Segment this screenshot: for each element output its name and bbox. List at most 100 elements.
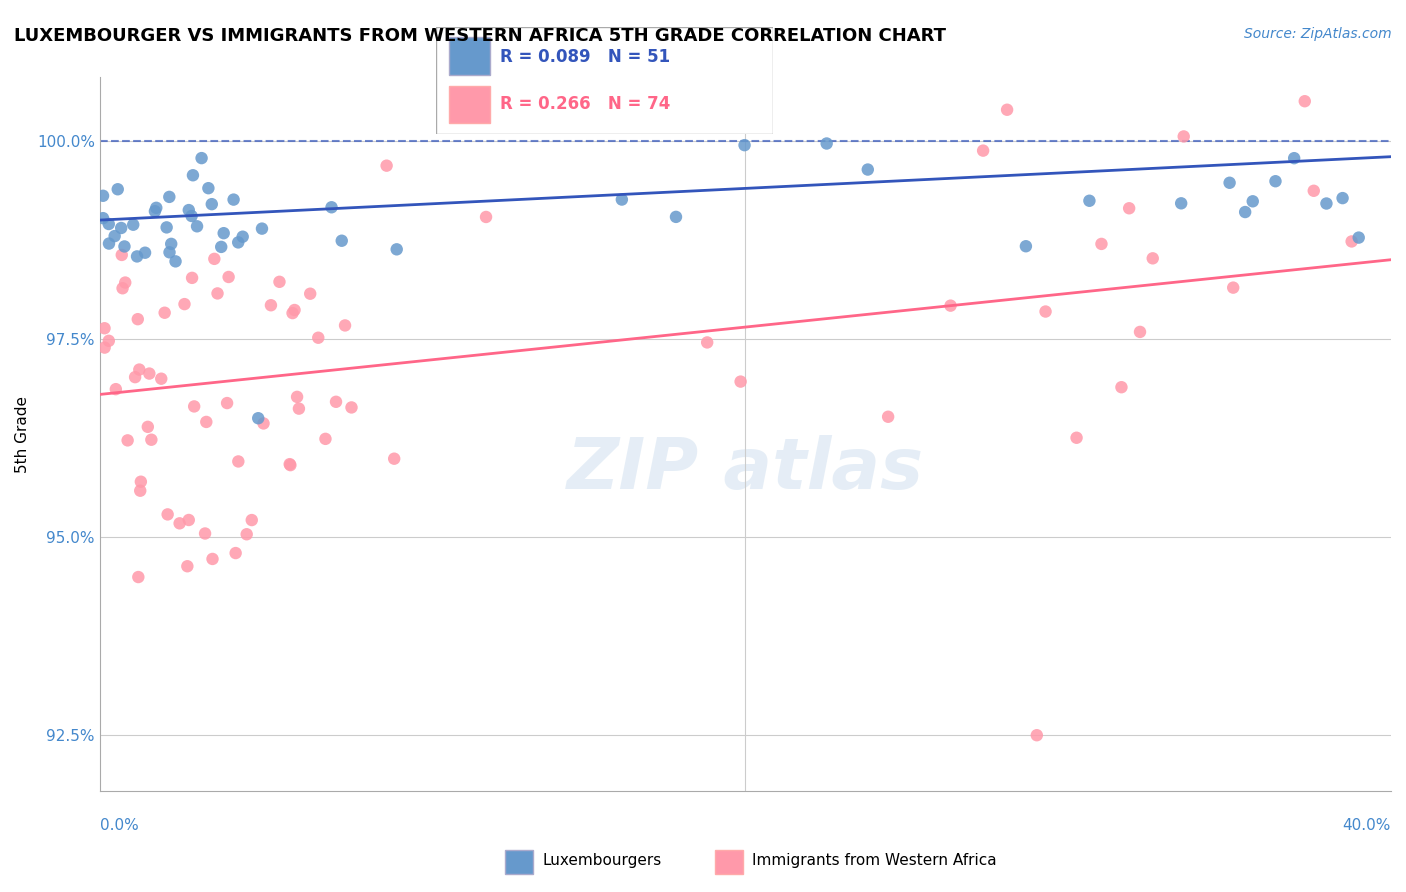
Point <box>283 303 305 318</box>
Point <box>333 318 356 333</box>
Point <box>260 298 283 312</box>
Point <box>93 321 115 335</box>
Point <box>856 162 879 177</box>
Point <box>159 245 181 260</box>
Point <box>104 382 127 396</box>
Point <box>939 299 962 313</box>
Point <box>281 306 304 320</box>
Text: 40.0%: 40.0% <box>1343 819 1391 833</box>
Point <box>280 458 302 472</box>
Point <box>145 201 167 215</box>
Point <box>114 276 136 290</box>
Point <box>111 248 134 262</box>
Text: LUXEMBOURGER VS IMMIGRANTS FROM WESTERN AFRICA 5TH GRADE CORRELATION CHART: LUXEMBOURGER VS IMMIGRANTS FROM WESTERN … <box>14 27 946 45</box>
Point <box>1340 235 1362 249</box>
Point <box>240 513 263 527</box>
Point <box>1264 174 1286 188</box>
Point <box>201 197 224 211</box>
Text: 0.0%: 0.0% <box>100 819 139 833</box>
Point <box>197 181 219 195</box>
Point <box>1347 230 1369 244</box>
Point <box>138 367 160 381</box>
Point <box>1170 196 1192 211</box>
Point <box>1015 239 1038 253</box>
Point <box>124 370 146 384</box>
Point <box>321 200 343 214</box>
Point <box>228 454 250 468</box>
Point <box>93 341 115 355</box>
Point <box>247 411 270 425</box>
Point <box>314 432 336 446</box>
Point <box>269 275 291 289</box>
Point <box>122 218 145 232</box>
Point <box>1129 325 1152 339</box>
Point <box>1066 431 1088 445</box>
Point <box>217 396 239 410</box>
Point <box>225 546 247 560</box>
Point <box>340 401 363 415</box>
Point <box>232 229 254 244</box>
Point <box>815 136 838 151</box>
Point <box>235 527 257 541</box>
Point <box>696 335 718 350</box>
Point <box>1282 151 1305 165</box>
Point <box>212 226 235 240</box>
Point <box>1234 205 1257 219</box>
Text: ZIP atlas: ZIP atlas <box>567 435 924 504</box>
Point <box>181 271 204 285</box>
Point <box>110 221 132 235</box>
FancyBboxPatch shape <box>716 849 744 874</box>
Point <box>141 433 163 447</box>
Point <box>156 220 179 235</box>
Point <box>285 390 308 404</box>
Point <box>180 209 202 223</box>
Point <box>143 204 166 219</box>
Point <box>385 243 408 257</box>
Point <box>104 229 127 244</box>
Point <box>173 297 195 311</box>
Point <box>186 219 208 234</box>
Point <box>299 286 322 301</box>
Point <box>278 457 301 471</box>
Point <box>183 400 205 414</box>
Text: R = 0.266   N = 74: R = 0.266 N = 74 <box>501 95 671 112</box>
Point <box>475 210 498 224</box>
FancyBboxPatch shape <box>450 37 489 75</box>
Point <box>111 281 134 295</box>
Point <box>382 451 405 466</box>
Point <box>202 252 225 266</box>
Point <box>325 394 347 409</box>
Point <box>610 193 633 207</box>
Point <box>136 420 159 434</box>
Point <box>153 306 176 320</box>
Point <box>97 217 120 231</box>
Point <box>330 234 353 248</box>
Point <box>877 409 900 424</box>
Point <box>150 372 173 386</box>
Point <box>1302 184 1324 198</box>
Point <box>98 236 121 251</box>
Text: Luxembourgers: Luxembourgers <box>543 854 661 868</box>
Point <box>1025 728 1047 742</box>
Point <box>307 331 329 345</box>
Point <box>207 286 229 301</box>
Point <box>1219 176 1241 190</box>
Point <box>1035 304 1057 318</box>
Point <box>169 516 191 531</box>
Point <box>125 249 148 263</box>
Point <box>375 159 398 173</box>
Point <box>209 240 232 254</box>
Point <box>176 559 198 574</box>
Point <box>107 182 129 196</box>
Point <box>114 239 136 253</box>
Point <box>226 235 249 250</box>
FancyBboxPatch shape <box>505 849 533 874</box>
Point <box>222 193 245 207</box>
Point <box>1090 236 1112 251</box>
Point <box>97 334 120 348</box>
Point <box>129 483 152 498</box>
Point <box>195 415 218 429</box>
Text: R = 0.089   N = 51: R = 0.089 N = 51 <box>501 48 671 66</box>
Point <box>181 168 204 182</box>
Y-axis label: 5th Grade: 5th Grade <box>15 395 30 473</box>
